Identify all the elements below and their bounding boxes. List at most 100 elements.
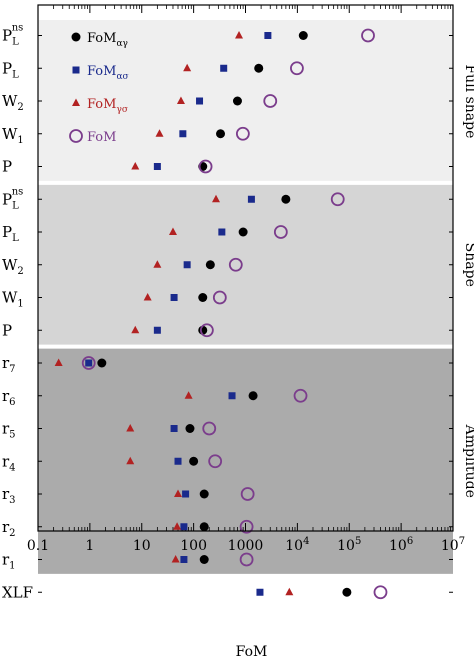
data-point [153,260,162,268]
data-point [238,227,248,237]
data-point [240,487,255,501]
data-point [205,260,215,270]
legend-marker [71,32,81,42]
data-point [81,356,96,370]
legend-marker [69,129,83,143]
x-tick-base: 100 [180,538,207,554]
data-point [373,585,388,600]
category-label: W2 [2,92,24,113]
category-base: W [2,125,18,143]
data-point [174,489,183,497]
group-label: Full shape [462,64,474,138]
category-label: r3 [2,485,16,506]
category-label: PL [2,223,19,244]
data-point [170,425,178,432]
x-tick-base: 10 [285,538,303,554]
legend-label: FoMαγ [87,31,128,49]
data-point [298,31,308,40]
category-subscript: 7 [9,364,15,375]
category-label: W1 [2,125,24,146]
category-base: r [2,354,10,372]
x-tick-label: 0.1 [27,538,49,554]
data-point [228,392,236,400]
data-point [228,257,243,272]
legend-label: FoM [87,130,116,145]
data-point [183,63,192,72]
x-tick-exponent: 5 [355,536,361,547]
category-label: W2 [2,256,24,277]
category-base: r [2,485,10,503]
group-label: Shape [462,243,474,287]
category-base: W [2,256,18,274]
category-base: W [2,92,18,110]
group-band [38,575,453,609]
category-subscript: 3 [9,495,15,506]
data-point [285,587,294,596]
data-point [198,159,213,174]
band-separator [38,573,453,578]
data-point [290,61,304,76]
x-tick-exponent: 6 [407,536,413,547]
data-point [248,391,258,401]
category-subscript: 2 [17,102,23,113]
group-labels: Full shape Shape Amplitude [462,64,474,497]
category-label: r5 [2,420,16,441]
x-tick-label: 100 [180,538,207,554]
series-2 [54,31,294,596]
data-point [361,28,375,43]
category-subscript: L [12,200,19,211]
data-point [256,588,264,596]
x-tick-base: 10 [133,538,151,554]
data-point [180,556,188,563]
data-point [143,293,152,301]
group-band [38,182,453,347]
data-point [235,126,250,141]
category-label: PLns [2,186,23,211]
data-point [170,294,178,301]
data-point [126,424,135,432]
category-subscript: L [12,69,19,80]
category-base: r [2,518,10,536]
group-label: Amplitude [462,424,474,498]
data-point [183,261,191,269]
x-axis-title: FoM [236,644,268,660]
category-label: r6 [2,387,16,408]
data-point [212,290,227,305]
data-point [342,587,352,597]
group-bands [38,20,453,609]
group-band [38,346,453,576]
data-point [97,358,107,368]
x-tick-base: 10 [337,538,355,554]
data-point [247,195,255,203]
data-point [293,388,308,403]
category-subscript: 1 [17,135,23,146]
category-subscript: 4 [9,462,15,473]
group-band [38,20,453,183]
data-point [182,490,190,498]
data-point [153,326,161,334]
data-point [131,162,140,170]
x-tick-base: 1000 [228,538,264,554]
category-base: r [2,420,10,438]
data-point [208,454,223,469]
x-tick-label: 107 [441,536,465,554]
series-1 [85,32,272,596]
category-label: r4 [2,452,16,473]
category-base: P [2,223,12,241]
legend-subscript: ασ [116,72,128,82]
x-tick-exponent: 7 [459,536,465,547]
category-label: W1 [2,289,24,310]
category-subscript: L [12,233,19,244]
data-point [131,325,140,334]
category-base: P [2,59,12,77]
data-point [239,552,254,567]
data-point [216,129,226,139]
data-point [198,293,208,302]
category-base: P [2,321,12,339]
category-base: r [2,452,10,470]
data-point [189,456,199,466]
data-markers [54,28,388,600]
category-label: r7 [2,354,16,375]
